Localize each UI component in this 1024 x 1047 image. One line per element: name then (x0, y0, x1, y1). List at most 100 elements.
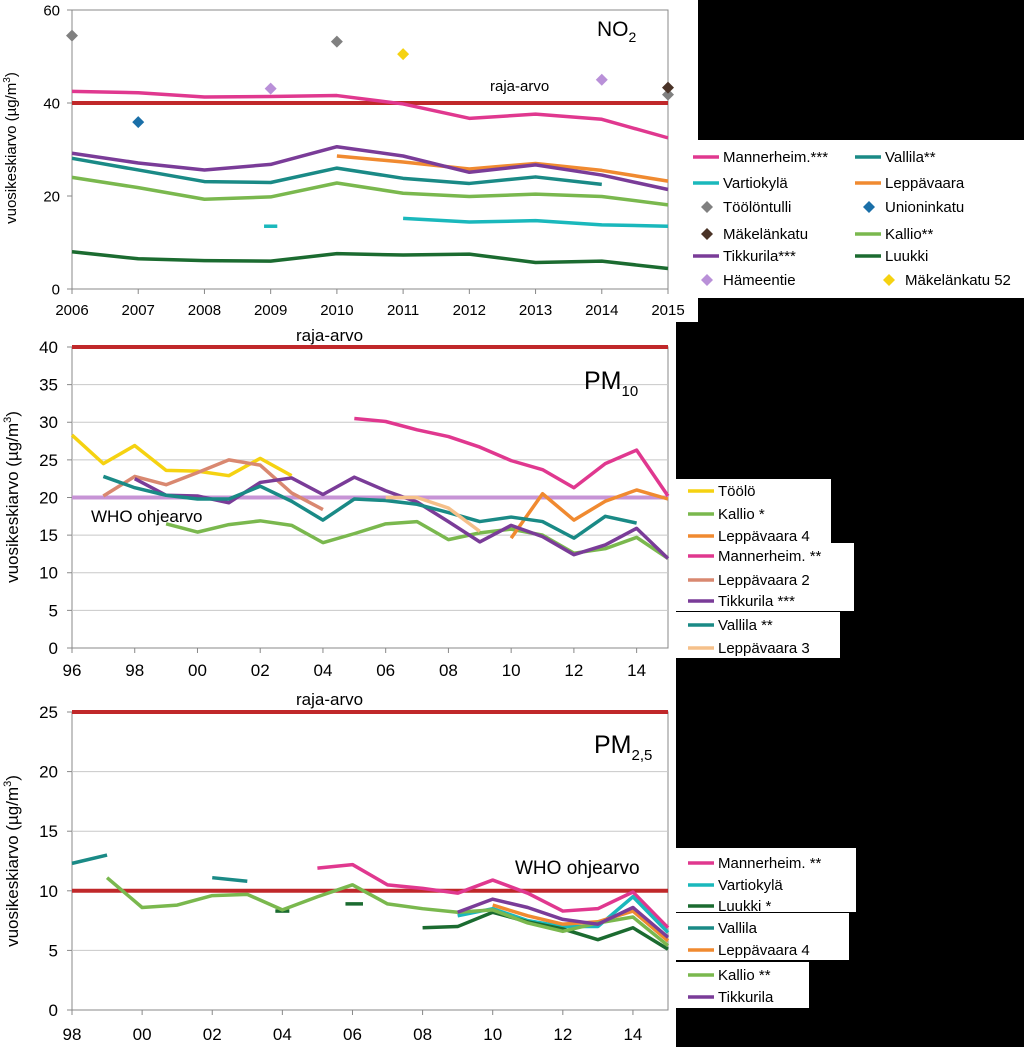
no2-legend-label: Tikkurila*** (723, 248, 796, 265)
pm10-series-mannerheim-line (354, 416, 670, 497)
pm10-x-tick-label: 00 (188, 661, 207, 680)
no2-x-tick-label: 2015 (651, 302, 684, 319)
pm10-legend-item-kallio: Kallio * (688, 506, 765, 523)
no2-legend-label: Luukki (885, 248, 928, 265)
no2-x-tick-label: 2010 (320, 302, 353, 319)
pm10-y-tick-label: 15 (39, 526, 58, 545)
no2-series-makelankatu-point (662, 81, 674, 94)
pm25-series-vallila-line (212, 875, 248, 884)
pm10-x-tick-label: 06 (376, 661, 395, 680)
pm10-legend-label: Leppävaara 3 (718, 640, 810, 657)
pm10-x-tick-label: 96 (63, 661, 82, 680)
no2-legend-item-vallila: Vallila** (855, 149, 936, 166)
pm25-x-tick-label: 12 (553, 1025, 572, 1044)
pm10-legend-label: Töölö (718, 483, 756, 500)
no2-x-tick-label: 2006 (55, 302, 88, 319)
pm25-x-tick-label: 08 (413, 1025, 432, 1044)
pm10-x-tick-label: 10 (502, 661, 521, 680)
no2-legend-item-luukki: Luukki (855, 248, 928, 265)
no2-legend-item-mannerheim: Mannerheim.*** (693, 149, 828, 166)
pm25-series-vallila-line (71, 853, 108, 866)
pm25-x-tick-label: 14 (623, 1025, 642, 1044)
pm25-x-tick-label: 04 (273, 1025, 292, 1044)
no2-legend-label: Leppävaara (885, 175, 965, 192)
no2-series-toolontulli-point (66, 29, 78, 42)
no2-legend-swatch (863, 201, 875, 213)
pm10-who-label: WHO ohjearvo (91, 507, 202, 526)
no2-x-tick-label: 2008 (188, 302, 221, 319)
pm10-y-tick-labels: 0 5 10 15 20 25 30 35 40 (39, 338, 58, 658)
no2-legend-swatch (701, 228, 713, 240)
no2-legend-label: Töölöntulli (723, 199, 791, 216)
pm10-legend-item-mannerheim: Mannerheim. ** (688, 548, 822, 565)
no2-series-toolontulli-point (662, 88, 674, 101)
pm10-series-leppavaara-2-line (102, 458, 324, 512)
pm10-legend-item-toolo: Töölö (688, 483, 756, 500)
no2-legend-item-makelankatu: Mäkelänkatu (701, 226, 808, 243)
pm25-legend-bg-3 (676, 962, 809, 1008)
no2-legend-label: Mannerheim.*** (723, 149, 828, 166)
pm25-legend-label: Leppävaara 4 (718, 942, 810, 959)
no2-legend-label: Vallila** (885, 149, 936, 166)
no2-y-tick-labels: 0 20 40 60 (43, 2, 60, 298)
pm10-y-axis-label: vuosikeskiarvo (µg/m3) (2, 411, 22, 583)
pm10-panel: 0 5 10 15 20 25 30 35 40 96 98 00 02 04 06 08 10 12 14 ra… (0, 322, 854, 684)
no2-legend-item-kallio: Kallio** (855, 226, 934, 243)
pm25-who-label: WHO ohjearvo (515, 858, 640, 879)
no2-legend-label: Kallio** (885, 226, 934, 243)
no2-legend-swatch (701, 201, 713, 213)
pm10-title: PM10 (584, 367, 638, 400)
pm25-series (71, 853, 670, 951)
pm10-legend-bg-3 (676, 612, 840, 658)
no2-legend-item-makelankatu-52: Mäkelänkatu 52 (883, 272, 1011, 289)
pm10-y-tick-label: 35 (39, 376, 58, 395)
no2-gridlines (67, 9, 669, 294)
pm25-y-tick-label: 15 (39, 822, 58, 841)
pm25-legend-item-tikkurila: Tikkurila (688, 989, 774, 1006)
no2-limit-label: raja-arvo (490, 78, 549, 95)
no2-x-tick-labels: 2006 2007 2008 2009 2010 2011 2012 2013 2014 2015 (55, 302, 684, 319)
pm25-y-tick-label: 20 (39, 763, 58, 782)
no2-legend-item-vartiokyla: Vartiokylä (693, 175, 788, 192)
pm10-x-tick-label: 08 (439, 661, 458, 680)
pm25-legend-item-vartiokyla: Vartiokylä (688, 877, 783, 894)
no2-series-kallio-line (71, 175, 669, 207)
pm25-legend-label: Luukki * (718, 898, 772, 915)
pm10-legend-item-leppavaara-4: Leppävaara 4 (688, 528, 810, 545)
no2-series-vartiokyla-line (403, 216, 669, 228)
pm25-y-tick-label: 5 (49, 941, 58, 960)
pm25-legend-label: Vartiokylä (718, 877, 783, 894)
pm10-x-tick-label: 12 (564, 661, 583, 680)
no2-panel-bg (0, 0, 698, 322)
pm10-series-toolo-line (70, 433, 293, 478)
pm10-x-tick-label: 98 (125, 661, 144, 680)
pm10-limit-label: raja-arvo (296, 326, 363, 345)
no2-x-tick-label: 2007 (122, 302, 155, 319)
no2-series-luukki-line (71, 250, 669, 271)
pm25-y-tick-label: 25 (39, 703, 58, 722)
pm25-x-tick-label: 98 (63, 1025, 82, 1044)
no2-y-tick-label: 40 (43, 95, 60, 112)
pm25-legend-label: Tikkurila (718, 989, 774, 1006)
no2-x-tick-label: 2012 (453, 302, 486, 319)
pm10-series-leppavaara-3-line (385, 495, 481, 533)
pm10-x-tick-label: 02 (251, 661, 270, 680)
no2-legend-item-unioninkatu: Unioninkatu (863, 199, 964, 216)
pm10-y-tick-label: 20 (39, 488, 58, 507)
no2-series-unioninkatu-point (132, 116, 145, 129)
pm25-y-tick-labels: 0 5 10 15 20 25 (39, 703, 58, 1020)
pm25-legend-bg-1 (676, 848, 856, 912)
pm10-legend-item-leppavaara-2: Leppävaara 2 (688, 572, 810, 589)
no2-y-tick-label: 0 (52, 281, 60, 298)
no2-series-mannerheim-line (71, 89, 669, 140)
pm25-legend: Mannerheim. ** Vartiokylä Luukki * Vallila L… (688, 855, 822, 1006)
pm10-x-tick-labels: 96 98 00 02 04 06 08 10 12 14 (63, 661, 647, 680)
pm10-y-tick-label: 40 (39, 338, 58, 357)
no2-legend-swatch (883, 274, 895, 286)
pm25-x-tick-label: 02 (203, 1025, 222, 1044)
pm25-x-tick-labels: 98 00 02 04 06 08 10 12 14 (63, 1025, 643, 1044)
pm10-gridlines (67, 346, 668, 653)
pm10-series-vallila-line (102, 474, 638, 540)
pm10-legend-item-vallila: Vallila ** (688, 617, 773, 634)
